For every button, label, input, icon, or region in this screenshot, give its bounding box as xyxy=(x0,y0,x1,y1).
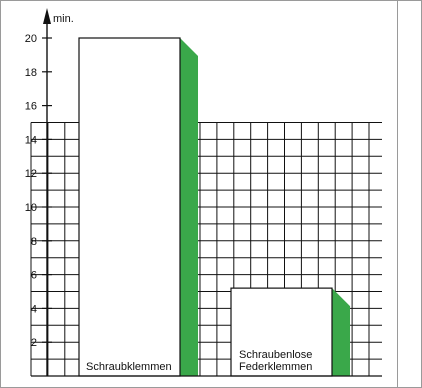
bar-1: Schraubklemmen xyxy=(78,37,198,377)
bar-shadow xyxy=(332,288,350,376)
y-tick-label: 2 xyxy=(31,337,37,349)
bar-chart: SchraubklemmenSchraubenloseFederklemmen … xyxy=(25,8,382,377)
bar-label: Schraubklemmen xyxy=(86,361,172,373)
y-axis-arrow xyxy=(43,8,51,24)
y-tick-label: 18 xyxy=(25,67,37,79)
panel-divider xyxy=(397,0,398,388)
y-axis-label: min. xyxy=(53,13,74,25)
bar-shadow xyxy=(180,38,198,376)
y-tick-label: 12 xyxy=(25,168,37,180)
bar xyxy=(78,37,181,377)
y-tick-label: 16 xyxy=(25,101,37,113)
bar-label: Federklemmen xyxy=(239,361,312,373)
y-tick-label: 8 xyxy=(31,236,37,248)
y-tick-label: 10 xyxy=(25,202,37,214)
y-tick-label: 20 xyxy=(25,33,37,45)
bar-label: Schraubenlose xyxy=(239,349,312,361)
y-tick-label: 6 xyxy=(31,270,37,282)
y-tick-label: 14 xyxy=(25,134,37,146)
axis-layer: min. 2 4 6 8 10 12 14 16 18 20 xyxy=(25,8,382,377)
y-tick-label: 4 xyxy=(31,303,37,315)
bar xyxy=(230,287,333,377)
